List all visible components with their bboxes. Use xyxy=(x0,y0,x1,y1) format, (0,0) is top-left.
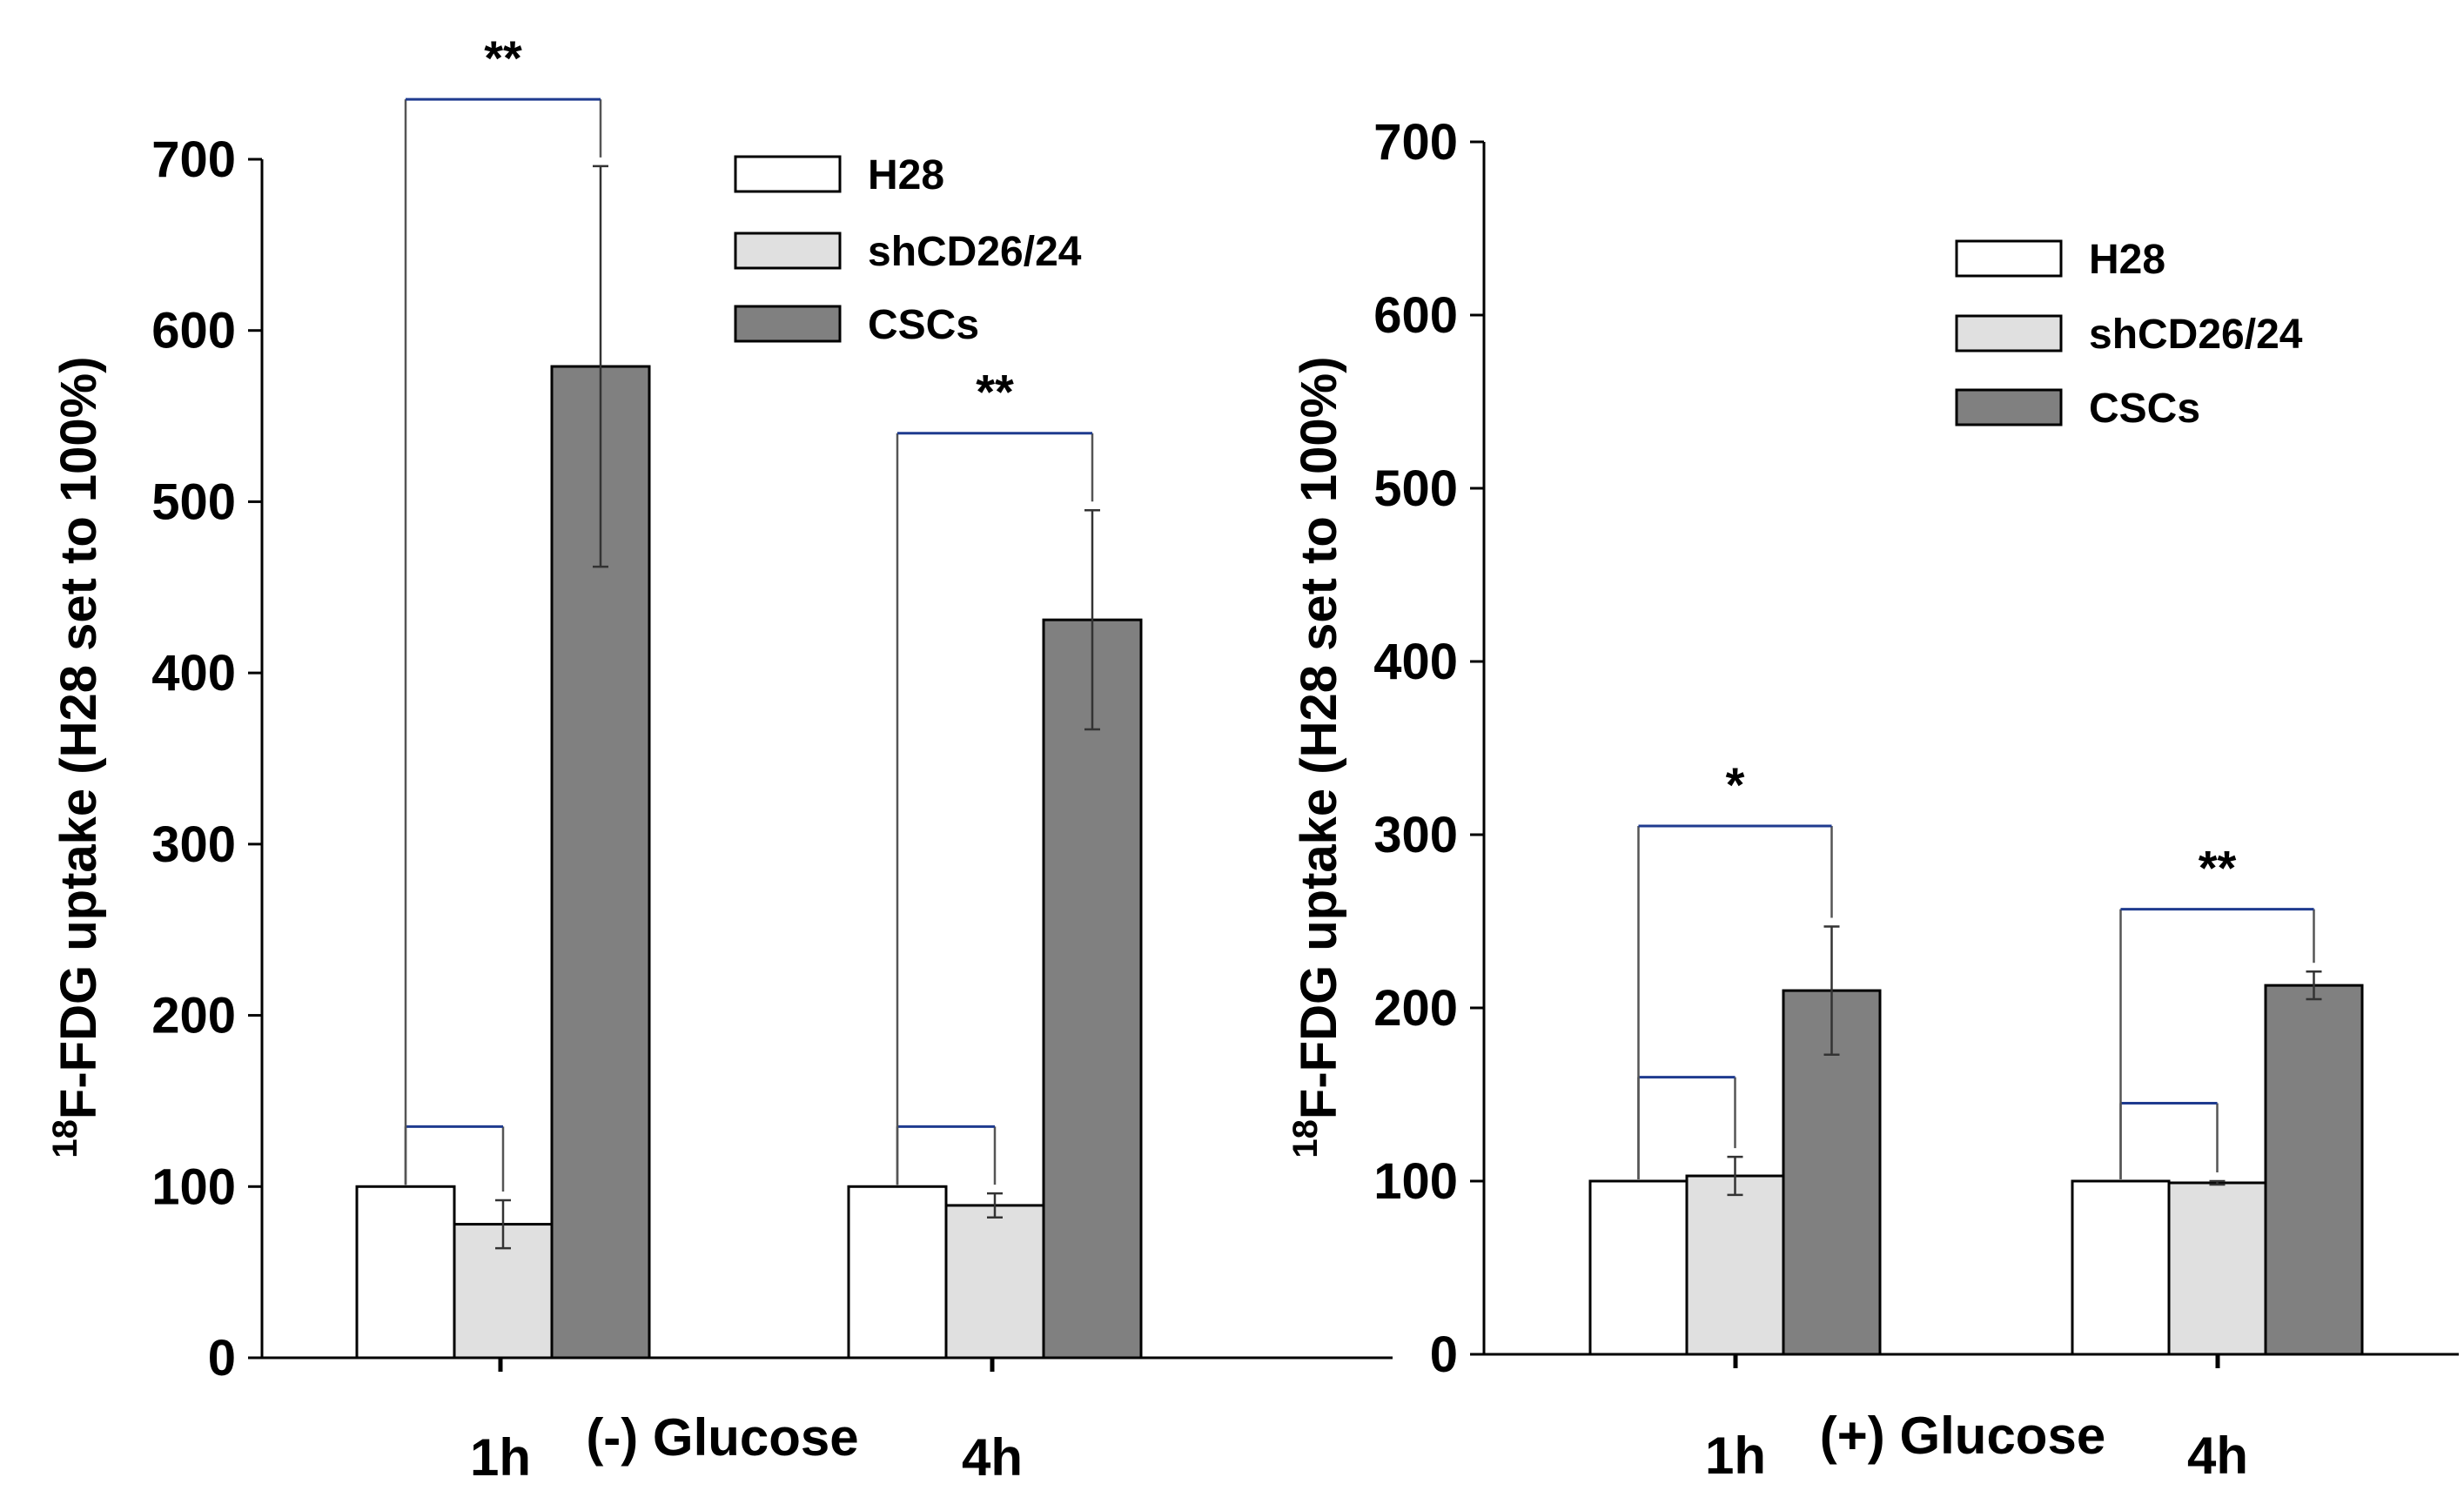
legend-label: H28 xyxy=(868,152,944,198)
bar-CSCs-4h xyxy=(1042,618,1143,1360)
x-tick-label: 4h xyxy=(2187,1427,2248,1485)
legend-swatch-CSCs xyxy=(1955,388,2063,426)
significance-bracket xyxy=(2119,1101,2219,1179)
y-tick-label: 0 xyxy=(1430,1326,1458,1383)
legend-label: shCD26/24 xyxy=(2089,312,2303,358)
error-bar-CSCs-4h xyxy=(2306,970,2322,1001)
significance-label: ** xyxy=(2199,841,2237,896)
significance-bracket xyxy=(404,97,602,1185)
bar-CSCs-1h xyxy=(550,365,651,1360)
significance-bracket xyxy=(1637,1076,1736,1179)
x-tick-label: 1h xyxy=(470,1428,531,1487)
bar-H28-4h xyxy=(2071,1179,2171,1356)
significance-bracket xyxy=(2119,908,2315,1179)
y-tick-label: 200 xyxy=(151,988,236,1044)
chart-panel-right: 0 100 200 300 400 500 600 700 18F-FDG uptake (H2… xyxy=(1286,114,2459,1485)
legend-label: H28 xyxy=(2089,237,2165,283)
error-bar-shCD26/24-1h xyxy=(495,1198,511,1250)
y-tick-label: 100 xyxy=(1373,1153,1458,1210)
y-tick-label: 600 xyxy=(1373,287,1458,344)
y-tick-label: 700 xyxy=(151,131,236,188)
legend-swatch-shCD26/24 xyxy=(1955,314,2063,352)
y-tick-label: 300 xyxy=(151,816,236,873)
significance-bracket xyxy=(1637,824,1833,1179)
bar-H28-1h xyxy=(355,1185,456,1360)
significance-bracket xyxy=(896,432,1094,1185)
legend-label: shCD26/24 xyxy=(868,229,1082,275)
y-tick-label: 400 xyxy=(151,645,236,702)
condition-label: (+) Glucose xyxy=(1820,1407,2105,1465)
bar-shCD26/24-1h xyxy=(1685,1174,1785,1356)
bar-H28-1h xyxy=(1588,1179,1689,1356)
error-bar-CSCs-1h xyxy=(593,164,608,568)
legend-swatch-H28 xyxy=(734,155,842,193)
significance-bracket xyxy=(896,1125,997,1185)
bar-shCD26/24-4h xyxy=(2167,1181,2267,1356)
y-tick-label: 700 xyxy=(1373,114,1458,171)
y-axis-title: 18F-FDG uptake (H28 set to 100%) xyxy=(46,356,107,1158)
y-tick-label: 100 xyxy=(151,1158,236,1215)
legend-swatch-CSCs xyxy=(734,305,842,343)
legend-swatch-H28 xyxy=(1955,239,2063,278)
y-tick-label: 500 xyxy=(1373,460,1458,517)
significance-label: ** xyxy=(484,30,522,85)
legend-swatch-shCD26/24 xyxy=(734,232,842,270)
y-tick-label: 600 xyxy=(151,303,236,359)
error-bar-shCD26/24-4h xyxy=(987,1192,1003,1219)
bar-H28-4h xyxy=(847,1185,948,1360)
x-tick-label: 4h xyxy=(962,1428,1023,1487)
x-tick-label: 1h xyxy=(1705,1427,1766,1485)
bar-CSCs-4h xyxy=(2264,984,2364,1356)
significance-label: ** xyxy=(976,365,1014,420)
y-axis-title: 18F-FDG uptake (H28 set to 100%) xyxy=(1286,356,1347,1158)
y-tick-label: 0 xyxy=(208,1330,236,1386)
condition-label: (-) Glucose xyxy=(586,1408,858,1467)
legend-label: CSCs xyxy=(2089,386,2200,432)
significance-label: * xyxy=(1726,757,1745,812)
bar-shCD26/24-4h xyxy=(944,1204,1045,1360)
error-bar-CSCs-1h xyxy=(1823,925,1840,1056)
y-axis-title-text: F-FDG uptake (H28 set to 100%) xyxy=(1291,356,1347,1119)
significance-bracket xyxy=(404,1125,505,1192)
y-tick-label: 300 xyxy=(1373,807,1458,863)
y-axis-title-superscript: 18 xyxy=(46,1119,84,1158)
error-bar-shCD26/24-1h xyxy=(1727,1155,1743,1197)
legend-label: CSCs xyxy=(868,302,979,348)
y-axis-title-superscript: 18 xyxy=(1286,1119,1325,1158)
error-bar-shCD26/24-4h xyxy=(2209,1179,2226,1186)
error-bar-CSCs-4h xyxy=(1084,509,1100,731)
y-axis-title-text: F-FDG uptake (H28 set to 100%) xyxy=(50,356,107,1119)
y-tick-label: 200 xyxy=(1373,980,1458,1037)
y-tick-label: 400 xyxy=(1373,634,1458,690)
y-tick-label: 500 xyxy=(151,473,236,530)
